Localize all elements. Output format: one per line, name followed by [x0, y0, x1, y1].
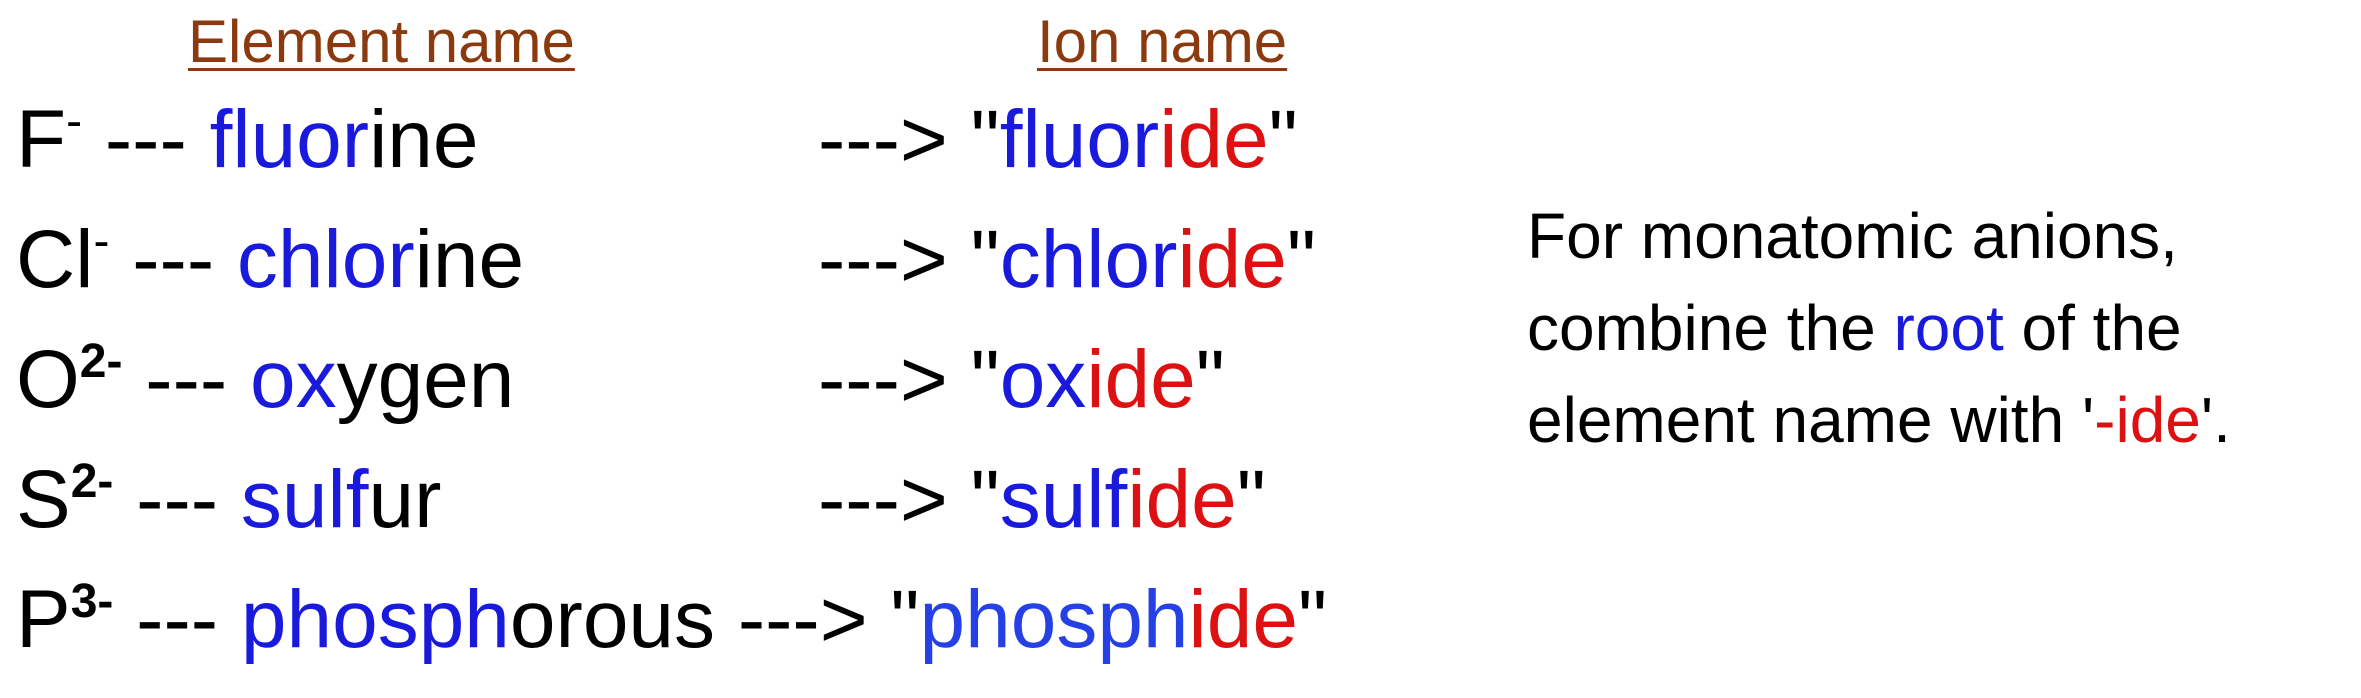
- ion-root: chlor: [999, 214, 1178, 305]
- element-root: ox: [249, 334, 337, 425]
- ion-root: phosph: [919, 574, 1189, 665]
- ion-suffix: ide: [1188, 574, 1298, 665]
- element-root: phosph: [240, 574, 510, 665]
- ion-row-sulfur: S2- --- sulfur ---> "sulfide": [16, 440, 1516, 560]
- naming-rule-note: For monatomic anions, combine the root o…: [1527, 190, 2361, 466]
- ion-charge: -: [66, 95, 83, 148]
- separator: ---: [113, 454, 241, 545]
- ion-row-fluorine: F- --- fluorine ---> "fluoride": [16, 80, 1516, 200]
- ion-root: fluor: [999, 94, 1160, 185]
- element-symbol: F: [16, 94, 67, 185]
- ion-suffix: ide: [1159, 94, 1269, 185]
- ion-root: ox: [999, 334, 1087, 425]
- ion-suffix: ide: [1086, 334, 1196, 425]
- element-rest: ur: [368, 454, 442, 545]
- element-symbol: P: [16, 574, 71, 665]
- separator: ---: [122, 334, 250, 425]
- open-quote: ": [970, 334, 1000, 425]
- note-text: combine the: [1527, 292, 1894, 364]
- ion-name-header: Ion name: [1037, 8, 1288, 75]
- note-text: of the: [2003, 292, 2182, 364]
- arrow: --->: [818, 94, 971, 185]
- arrow: --->: [715, 574, 891, 665]
- note-line-3: element name with '-ide'.: [1527, 374, 2361, 466]
- ion-suffix: ide: [1127, 454, 1237, 545]
- ion-cell: ---> "fluoride": [818, 80, 1298, 200]
- arrow: --->: [818, 214, 971, 305]
- ion-row-phosphorous: P3- --- phosphorous ---> "phosphide": [16, 560, 1516, 680]
- separator: ---: [113, 574, 241, 665]
- close-quote: ": [1268, 94, 1298, 185]
- element-rest: orous: [509, 574, 716, 665]
- separator: ---: [82, 94, 210, 185]
- element-name-header: Element name: [188, 8, 575, 75]
- element-rest: ine: [369, 94, 479, 185]
- ion-charge: 2-: [70, 455, 114, 508]
- element-root: chlor: [236, 214, 415, 305]
- open-quote: ": [890, 574, 920, 665]
- ion-suffix: ide: [1177, 214, 1287, 305]
- close-quote: ": [1286, 214, 1316, 305]
- element-cell: F- --- fluorine: [16, 80, 479, 200]
- open-quote: ": [970, 94, 1000, 185]
- element-symbol: Cl: [16, 214, 94, 305]
- note-line-1: For monatomic anions,: [1527, 200, 2178, 272]
- note-text: element name with ': [1527, 384, 2095, 456]
- ion-cell: ---> "sulfide": [818, 440, 1266, 560]
- element-root: fluor: [209, 94, 370, 185]
- ion-row-chlorine: Cl- --- chlorine ---> "chloride": [16, 200, 1516, 320]
- element-cell: P3- --- phosphorous ---> "phosphide": [16, 560, 1327, 680]
- element-rest: ine: [414, 214, 525, 305]
- ion-cell: ---> "oxide": [818, 320, 1225, 440]
- element-root: sulf: [240, 454, 369, 545]
- element-symbol: S: [16, 454, 71, 545]
- element-cell: Cl- --- chlorine: [16, 200, 524, 320]
- ide-suffix-keyword: -ide: [2094, 384, 2201, 456]
- arrow: --->: [818, 334, 971, 425]
- open-quote: ": [970, 454, 1000, 545]
- element-symbol: O: [16, 334, 80, 425]
- ion-root: sulf: [999, 454, 1128, 545]
- element-rest: ygen: [336, 334, 515, 425]
- close-quote: ": [1297, 574, 1328, 665]
- close-quote: ": [1195, 334, 1225, 425]
- note-line-2: combine the root of the: [1527, 282, 2361, 374]
- root-keyword: root: [1893, 292, 2004, 364]
- arrow: --->: [818, 454, 971, 545]
- ion-charge: -: [93, 215, 110, 268]
- ion-charge: 2-: [79, 335, 123, 388]
- ion-cell: ---> "chloride": [818, 200, 1316, 320]
- close-quote: ": [1236, 454, 1266, 545]
- ion-charge: 3-: [70, 575, 114, 628]
- element-cell: O2- --- oxygen: [16, 320, 514, 440]
- separator: ---: [109, 214, 237, 305]
- ion-row-oxygen: O2- --- oxygen ---> "oxide": [16, 320, 1516, 440]
- note-text: '.: [2200, 384, 2231, 456]
- open-quote: ": [970, 214, 1000, 305]
- element-cell: S2- --- sulfur: [16, 440, 441, 560]
